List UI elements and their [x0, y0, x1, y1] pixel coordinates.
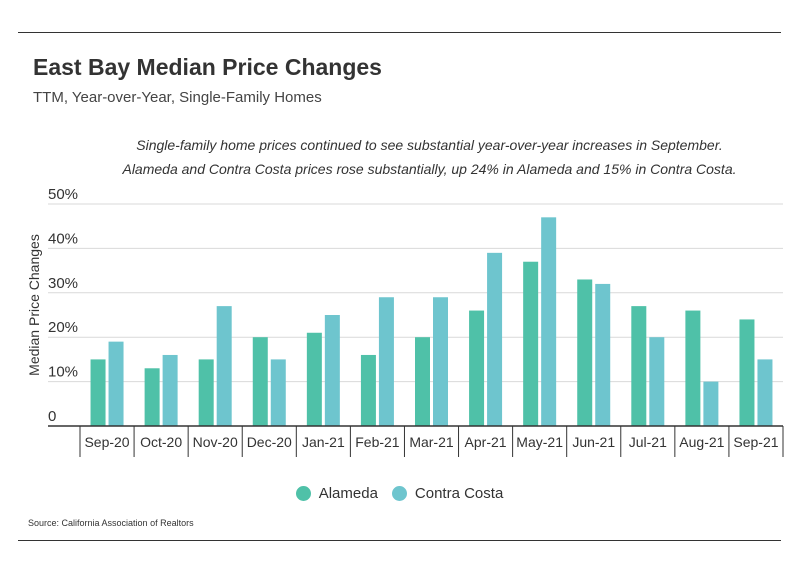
- annotation-line-2: Alameda and Contra Costa prices rose sub…: [122, 161, 737, 177]
- bar-contra-costa-aug-21[interactable]: [703, 381, 719, 426]
- bar-contra-costa-jan-21[interactable]: [324, 315, 340, 426]
- bar-alameda-jan-21[interactable]: [306, 332, 322, 426]
- bar-alameda-nov-20[interactable]: [198, 359, 214, 426]
- bar-alameda-apr-21[interactable]: [469, 310, 485, 426]
- bar-contra-costa-apr-21[interactable]: [487, 252, 503, 426]
- x-tick-label: Jan-21: [302, 434, 345, 450]
- y-tick-label: 50%: [48, 186, 78, 203]
- bars: [90, 217, 773, 426]
- bar-alameda-may-21[interactable]: [523, 261, 539, 426]
- bar-contra-costa-feb-21[interactable]: [378, 297, 394, 426]
- y-tick-label: 20%: [48, 319, 78, 336]
- y-tick-labels: 0 10% 20% 30% 40% 50%: [48, 186, 78, 425]
- x-tick-label: Dec-20: [247, 434, 292, 450]
- bar-contra-costa-sep-21[interactable]: [757, 359, 773, 426]
- bottom-rule: [18, 540, 781, 541]
- bar-contra-costa-dec-20[interactable]: [270, 359, 286, 426]
- bar-alameda-sep-20[interactable]: [90, 359, 106, 426]
- x-tick-label: Jul-21: [629, 434, 667, 450]
- bar-contra-costa-sep-20[interactable]: [108, 341, 124, 426]
- x-tick-label: Sep-20: [84, 434, 129, 450]
- legend-label-contra-costa: Contra Costa: [414, 485, 504, 502]
- bar-contra-costa-nov-20[interactable]: [216, 306, 232, 426]
- x-tick-label: Aug-21: [679, 434, 724, 450]
- x-tick-label: Apr-21: [465, 434, 507, 450]
- legend-swatch-alameda: [295, 486, 311, 501]
- annotation-line-1: Single-family home prices continued to s…: [136, 137, 723, 153]
- x-tick-labels: Sep-20 Oct-20 Nov-20 Dec-20 Jan-21 Feb-21 Mar-…: [84, 434, 778, 450]
- legend-swatch-contra-costa: [391, 486, 407, 501]
- bar-alameda-mar-21[interactable]: [415, 337, 430, 426]
- bar-alameda-dec-20[interactable]: [252, 337, 268, 426]
- y-tick-label: 40%: [48, 230, 78, 247]
- bar-contra-costa-mar-21[interactable]: [433, 297, 448, 426]
- chart-subtitle: TTM, Year-over-Year, Single-Family Homes: [33, 89, 322, 106]
- y-tick-label: 0: [48, 408, 56, 425]
- bar-alameda-jun-21[interactable]: [577, 279, 593, 426]
- bar-contra-costa-oct-20[interactable]: [162, 354, 178, 426]
- bar-contra-costa-jun-21[interactable]: [595, 283, 611, 426]
- bar-alameda-jul-21[interactable]: [631, 306, 647, 426]
- top-rule: [18, 32, 781, 33]
- bar-alameda-oct-20[interactable]: [144, 368, 160, 426]
- x-tick-label: Feb-21: [355, 434, 400, 450]
- x-tick-label: Jun-21: [572, 434, 615, 450]
- legend-label-alameda: Alameda: [318, 485, 378, 502]
- bar-alameda-aug-21[interactable]: [685, 310, 701, 426]
- x-tick-label: Sep-21: [733, 434, 778, 450]
- y-tick-label: 10%: [48, 364, 78, 381]
- legend-item-contra-costa[interactable]: Contra Costa: [391, 485, 504, 502]
- source-note: Source: California Association of Realto…: [28, 518, 194, 528]
- x-axis: [48, 425, 784, 457]
- legend-item-alameda[interactable]: Alameda: [295, 485, 378, 502]
- x-tick-label: May-21: [516, 434, 563, 450]
- bar-alameda-feb-21[interactable]: [360, 354, 376, 426]
- x-tick-label: Nov-20: [193, 434, 238, 450]
- chart-title: East Bay Median Price Changes: [33, 54, 382, 80]
- bar-contra-costa-jul-21[interactable]: [649, 337, 665, 426]
- bar-alameda-sep-21[interactable]: [739, 319, 755, 426]
- bar-contra-costa-may-21[interactable]: [541, 217, 557, 426]
- x-tick-label: Oct-20: [140, 434, 182, 450]
- legend: Alameda Contra Costa: [0, 485, 799, 502]
- y-tick-label: 30%: [48, 275, 78, 292]
- x-tick-label: Mar-21: [409, 434, 454, 450]
